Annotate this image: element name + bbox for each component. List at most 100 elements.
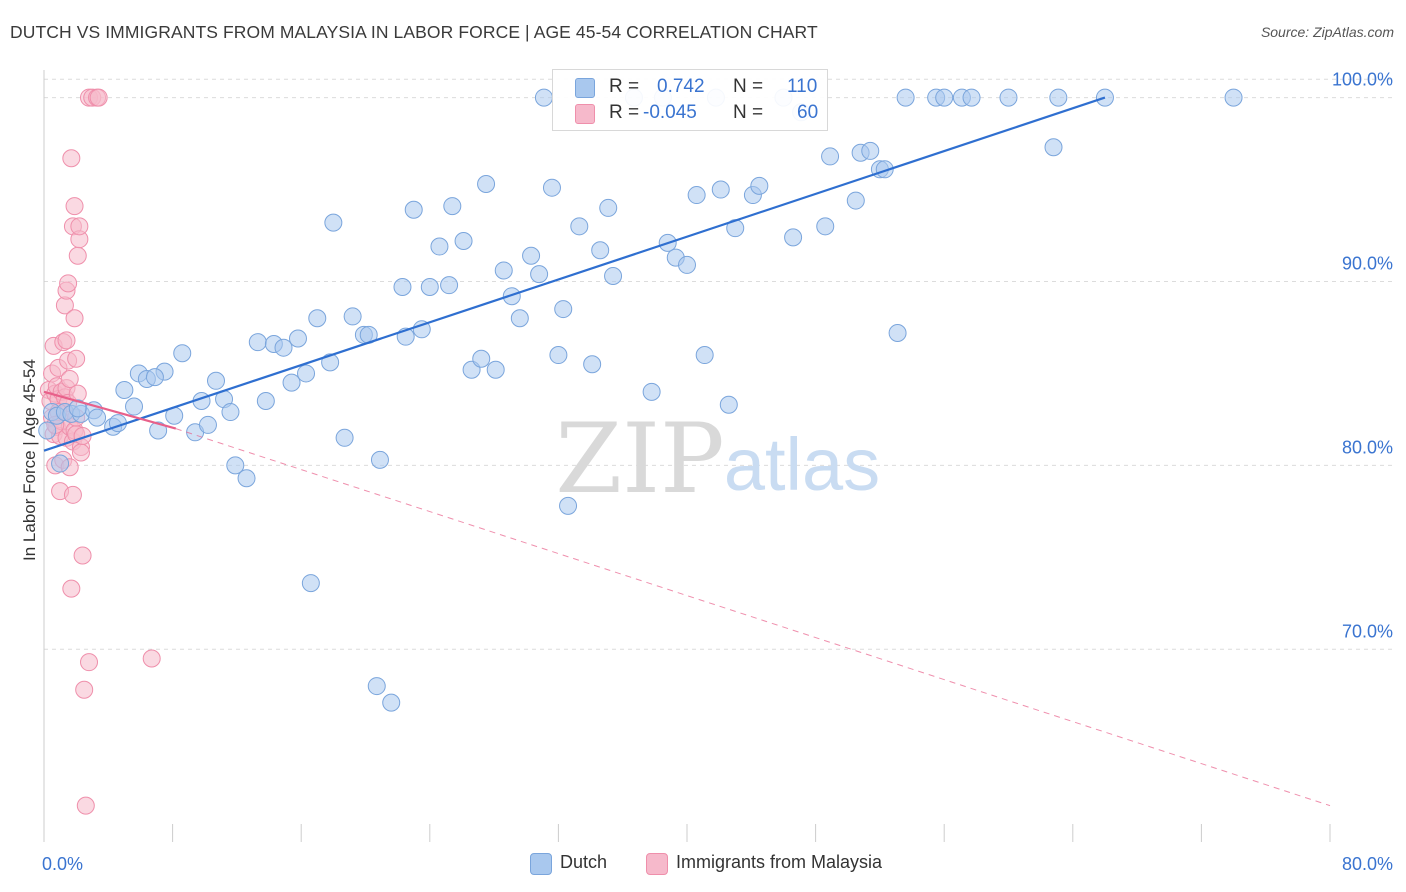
correlation-legend: R = 0.742 N = 110 R = -0.045 N = 60 xyxy=(552,69,828,131)
dutch-point xyxy=(695,346,714,365)
dutch-point xyxy=(430,237,449,256)
legend-r-value-malaysia: -0.045 xyxy=(643,102,697,123)
legend-r-label: R = xyxy=(609,102,640,123)
axes xyxy=(43,70,1331,842)
malaysia-point xyxy=(73,546,92,565)
dutch-point xyxy=(678,255,696,274)
malaysia-point xyxy=(142,649,161,668)
dutch-point xyxy=(404,200,423,219)
dutch-point xyxy=(248,333,267,352)
dutch-series xyxy=(38,88,1243,712)
malaysia-point xyxy=(63,485,82,504)
dutch-point xyxy=(542,178,561,197)
watermark-atlas: atlas xyxy=(724,423,880,506)
dutch-point xyxy=(1044,138,1063,157)
dutch-point xyxy=(583,355,602,374)
malaysia-point xyxy=(62,579,81,598)
dutch-point xyxy=(297,364,316,383)
malaysia-point xyxy=(62,149,81,168)
axis-labels: 70.0% 80.0% 90.0% 100.0% 0.0% 80.0% In Labor F… xyxy=(20,70,1393,874)
dutch-point xyxy=(591,241,610,260)
dutch-point xyxy=(38,421,57,440)
malaysia-point xyxy=(65,309,84,328)
dutch-point xyxy=(816,217,835,236)
legend-label-malaysia: Immigrants from Malaysia xyxy=(676,852,883,872)
dutch-point xyxy=(784,228,803,247)
malaysia-swatch xyxy=(646,853,668,875)
dutch-point xyxy=(861,141,880,160)
malaysia-point xyxy=(71,443,90,462)
dutch-point xyxy=(962,88,981,107)
dutch-point xyxy=(308,309,327,328)
dutch-point xyxy=(549,346,568,365)
series-legend: Dutch Immigrants from Malaysia xyxy=(0,851,1406,879)
dutch-point xyxy=(382,693,401,712)
dutch-point xyxy=(198,415,217,434)
malaysia-point xyxy=(76,796,95,815)
dutch-point xyxy=(494,261,513,280)
legend-n-label: N = xyxy=(733,102,764,123)
y-tick-label: 100.0% xyxy=(1332,70,1393,90)
dutch-trend-line xyxy=(43,96,1106,452)
legend-r-label: R = xyxy=(609,76,640,97)
y-tick-label: 70.0% xyxy=(1342,621,1393,641)
dutch-point xyxy=(999,88,1018,107)
dutch-point xyxy=(522,246,541,265)
dutch-point xyxy=(440,276,459,295)
dutch-point xyxy=(454,232,473,251)
dutch-point xyxy=(88,408,107,427)
malaysia-point xyxy=(65,197,84,216)
legend-n-value-dutch: 110 xyxy=(787,76,818,97)
legend-n-label: N = xyxy=(733,76,764,97)
dutch-point xyxy=(125,397,144,416)
legend-label-dutch: Dutch xyxy=(560,852,608,872)
malaysia-series xyxy=(39,88,161,815)
dutch-point xyxy=(599,198,618,217)
dutch-point xyxy=(221,403,240,422)
dutch-point xyxy=(274,338,293,357)
dutch-point xyxy=(412,320,431,339)
dutch-point xyxy=(207,371,226,390)
dutch-point xyxy=(68,399,87,418)
dutch-point xyxy=(510,309,529,328)
dutch-point xyxy=(321,353,340,372)
dutch-point xyxy=(477,175,496,194)
legend-r-value-dutch: 0.742 xyxy=(657,76,705,97)
malaysia-trend-extension xyxy=(175,428,1331,807)
dutch-point xyxy=(145,368,164,387)
dutch-point xyxy=(367,677,386,696)
dutch-point xyxy=(687,186,706,205)
chart-title: DUTCH VS IMMIGRANTS FROM MALAYSIA IN LAB… xyxy=(10,22,818,42)
dutch-point xyxy=(393,278,412,297)
watermark-zip: ZIP xyxy=(555,403,724,515)
dutch-point xyxy=(301,574,320,593)
dutch-point xyxy=(554,300,573,319)
dutch-point xyxy=(711,180,730,199)
x-tick-label: 80.0% xyxy=(1342,854,1393,874)
malaysia-point xyxy=(89,88,108,107)
malaysia-point xyxy=(75,680,94,699)
legend-n-value-malaysia: 60 xyxy=(797,102,819,123)
dutch-point xyxy=(420,278,439,297)
dutch-point xyxy=(502,287,521,306)
malaysia-trend-line xyxy=(43,390,177,430)
dutch-point xyxy=(534,88,553,107)
dutch-point xyxy=(719,395,738,414)
dutch-point xyxy=(288,329,307,348)
malaysia-point xyxy=(70,217,89,236)
dutch-point xyxy=(237,469,256,488)
dutch-point xyxy=(256,392,275,411)
dutch-point xyxy=(559,496,578,515)
malaysia-point xyxy=(57,331,76,350)
malaysia-point xyxy=(68,246,87,265)
malaysia-point xyxy=(67,349,86,368)
dutch-point xyxy=(530,265,549,284)
source-label: Source: ZipAtlas.com xyxy=(1260,24,1394,40)
dutch-point xyxy=(443,197,462,216)
malaysia-swatch xyxy=(575,104,595,124)
y-tick-label: 80.0% xyxy=(1342,437,1393,457)
malaysia-point xyxy=(60,369,79,388)
grid-lines xyxy=(44,78,1392,650)
dutch-point xyxy=(343,307,362,326)
